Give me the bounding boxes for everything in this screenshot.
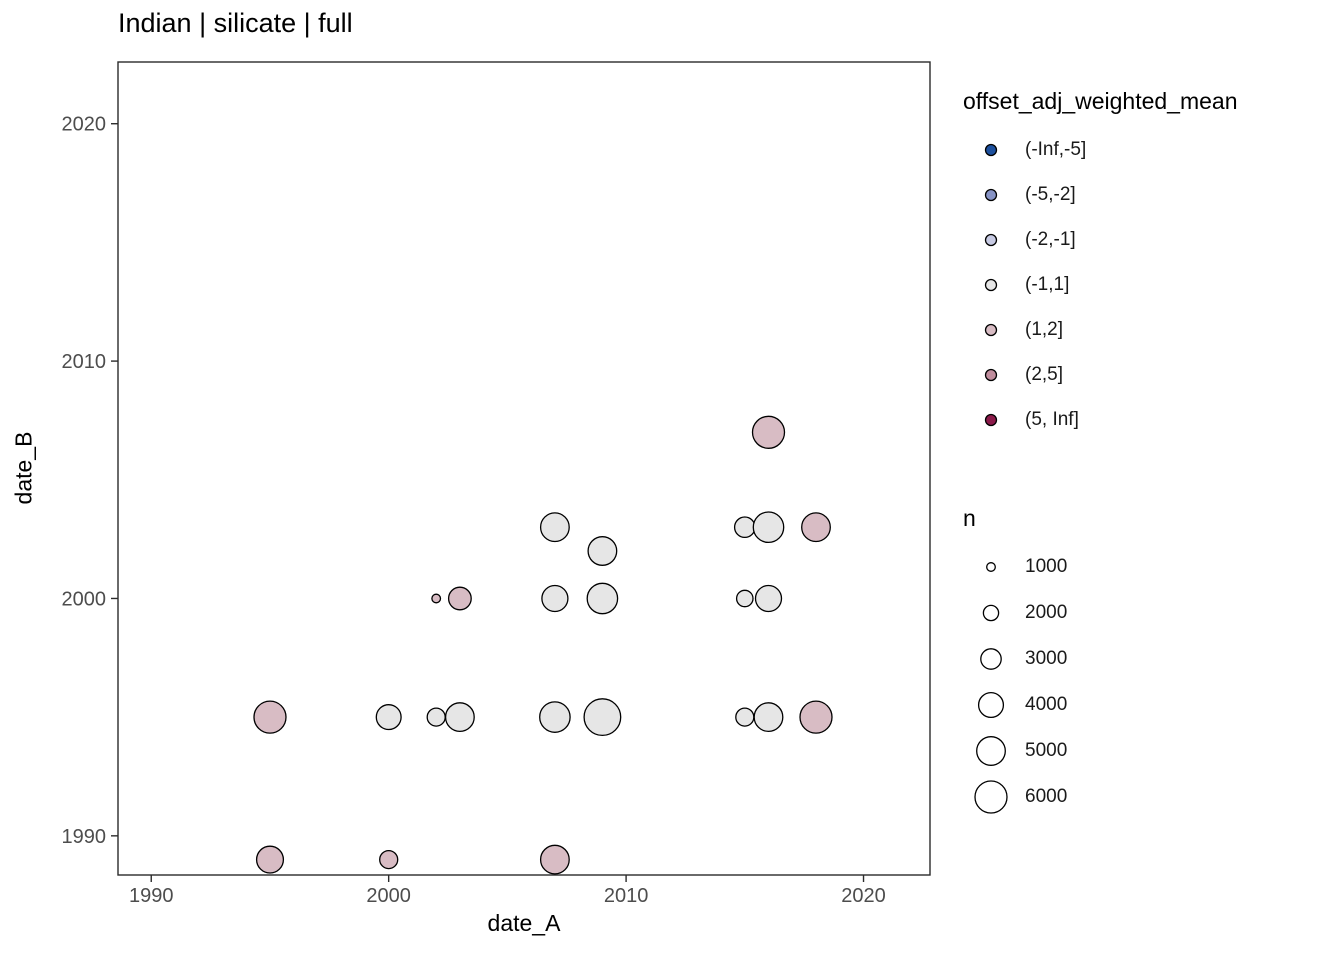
- plot-title: Indian | silicate | full: [118, 8, 353, 38]
- legend-circle-icon: [984, 323, 998, 336]
- data-point: [753, 702, 784, 733]
- legend-circle-icon: [976, 736, 1006, 766]
- size-legend-label: 2000: [1025, 602, 1068, 623]
- color-legend-label: (2,5]: [1025, 363, 1064, 385]
- size-legend-key-icon: [973, 687, 1009, 723]
- size-legend-label: 4000: [1025, 694, 1068, 715]
- data-point: [751, 415, 786, 449]
- size-legend-label: 5000: [1025, 740, 1068, 761]
- color-legend-label: (-5,-2]: [1025, 183, 1076, 205]
- color-legend-key-icon: [973, 140, 1009, 160]
- color-legend-item: (-2,-1]: [963, 217, 1338, 262]
- color-legend-item: (-Inf,-5]: [963, 127, 1338, 172]
- size-legend-item: 1000: [963, 544, 1338, 590]
- data-point: [799, 700, 833, 734]
- legend-circle-icon: [977, 691, 1005, 719]
- color-legend-key-icon: [973, 275, 1009, 295]
- size-legend-item: 5000: [963, 728, 1338, 774]
- data-point: [444, 702, 475, 733]
- y-tick-label: 2020: [62, 114, 107, 136]
- data-point: [733, 516, 756, 539]
- data-point: [375, 704, 402, 731]
- panel-border: [117, 61, 931, 876]
- data-point: [754, 584, 783, 613]
- legend-circle-icon: [984, 188, 998, 201]
- color-legend-item: (5, Inf]: [963, 397, 1338, 442]
- color-legend-label: (1,2]: [1025, 318, 1064, 340]
- color-legend-title: offset_adj_weighted_mean: [963, 88, 1238, 114]
- color-legend-item: (2,5]: [963, 352, 1338, 397]
- y-axis-title: date_B: [10, 431, 37, 505]
- data-point: [253, 700, 287, 734]
- legend-circle-icon: [984, 368, 998, 381]
- data-point: [735, 589, 754, 608]
- legend-circle-icon: [984, 413, 998, 426]
- data-point: [426, 707, 446, 727]
- size-legend-title: n: [963, 505, 976, 531]
- data-point: [255, 845, 285, 874]
- size-legend: n 1000 2000 3000 4000 5000 6000: [963, 505, 1338, 820]
- size-legend-label: 3000: [1025, 648, 1068, 669]
- data-point: [752, 511, 785, 544]
- color-legend: offset_adj_weighted_mean (-Inf,-5] (-5,-2…: [963, 88, 1338, 442]
- data-point: [583, 698, 622, 737]
- data-point: [801, 512, 831, 543]
- data-point: [735, 707, 755, 727]
- size-legend-key-icon: [973, 595, 1009, 631]
- data-point: [379, 849, 399, 870]
- color-legend-item: (1,2]: [963, 307, 1338, 352]
- color-legend-item: (-5,-2]: [963, 172, 1338, 217]
- color-legend-items: (-Inf,-5] (-5,-2] (-2,-1] (-1,1] (1,2] (2,5] (…: [963, 127, 1338, 442]
- size-legend-key-icon: [973, 779, 1009, 815]
- size-legend-items: 1000 2000 3000 4000 5000 6000: [963, 544, 1338, 820]
- y-tick-label: 1990: [62, 826, 107, 848]
- data-point: [447, 586, 472, 611]
- y-tick-label: 2000: [62, 588, 107, 610]
- color-legend-item: (-1,1]: [963, 262, 1338, 307]
- data-point: [539, 512, 570, 543]
- x-tick-label: 2000: [366, 885, 411, 907]
- size-legend-item: 6000: [963, 774, 1338, 820]
- size-legend-key-icon: [973, 549, 1009, 585]
- size-legend-item: 2000: [963, 590, 1338, 636]
- legend-circle-icon: [984, 278, 998, 291]
- y-tick-label: 2010: [62, 351, 107, 373]
- size-legend-label: 1000: [1025, 556, 1068, 577]
- color-legend-key-icon: [973, 365, 1009, 385]
- legend-circle-icon: [974, 780, 1008, 814]
- color-legend-key-icon: [973, 410, 1009, 430]
- legend-circle-icon: [982, 604, 1000, 622]
- data-point: [541, 584, 569, 613]
- data-point: [587, 536, 618, 566]
- data-point: [431, 593, 442, 604]
- color-legend-label: (5, Inf]: [1025, 408, 1079, 430]
- data-point: [586, 582, 619, 615]
- size-legend-key-icon: [973, 641, 1009, 677]
- size-legend-item: 4000: [963, 682, 1338, 728]
- x-tick-label: 2010: [604, 885, 649, 907]
- size-legend-item: 3000: [963, 636, 1338, 682]
- x-tick-label: 1990: [129, 885, 174, 907]
- data-point: [539, 844, 570, 875]
- color-legend-label: (-1,1]: [1025, 273, 1070, 295]
- x-tick-label: 2020: [841, 885, 886, 907]
- color-legend-key-icon: [973, 320, 1009, 340]
- legend-circle-icon: [980, 648, 1002, 670]
- color-legend-label: (-2,-1]: [1025, 228, 1076, 250]
- data-point: [539, 701, 571, 733]
- color-legend-key-icon: [973, 185, 1009, 205]
- size-legend-label: 6000: [1025, 786, 1068, 807]
- x-axis-title: date_A: [487, 910, 561, 936]
- legend-circle-icon: [984, 233, 998, 246]
- size-legend-key-icon: [973, 733, 1009, 769]
- color-legend-key-icon: [973, 230, 1009, 250]
- color-legend-label: (-Inf,-5]: [1025, 138, 1087, 160]
- legend-circle-icon: [984, 143, 998, 156]
- legend-circle-icon: [986, 562, 996, 572]
